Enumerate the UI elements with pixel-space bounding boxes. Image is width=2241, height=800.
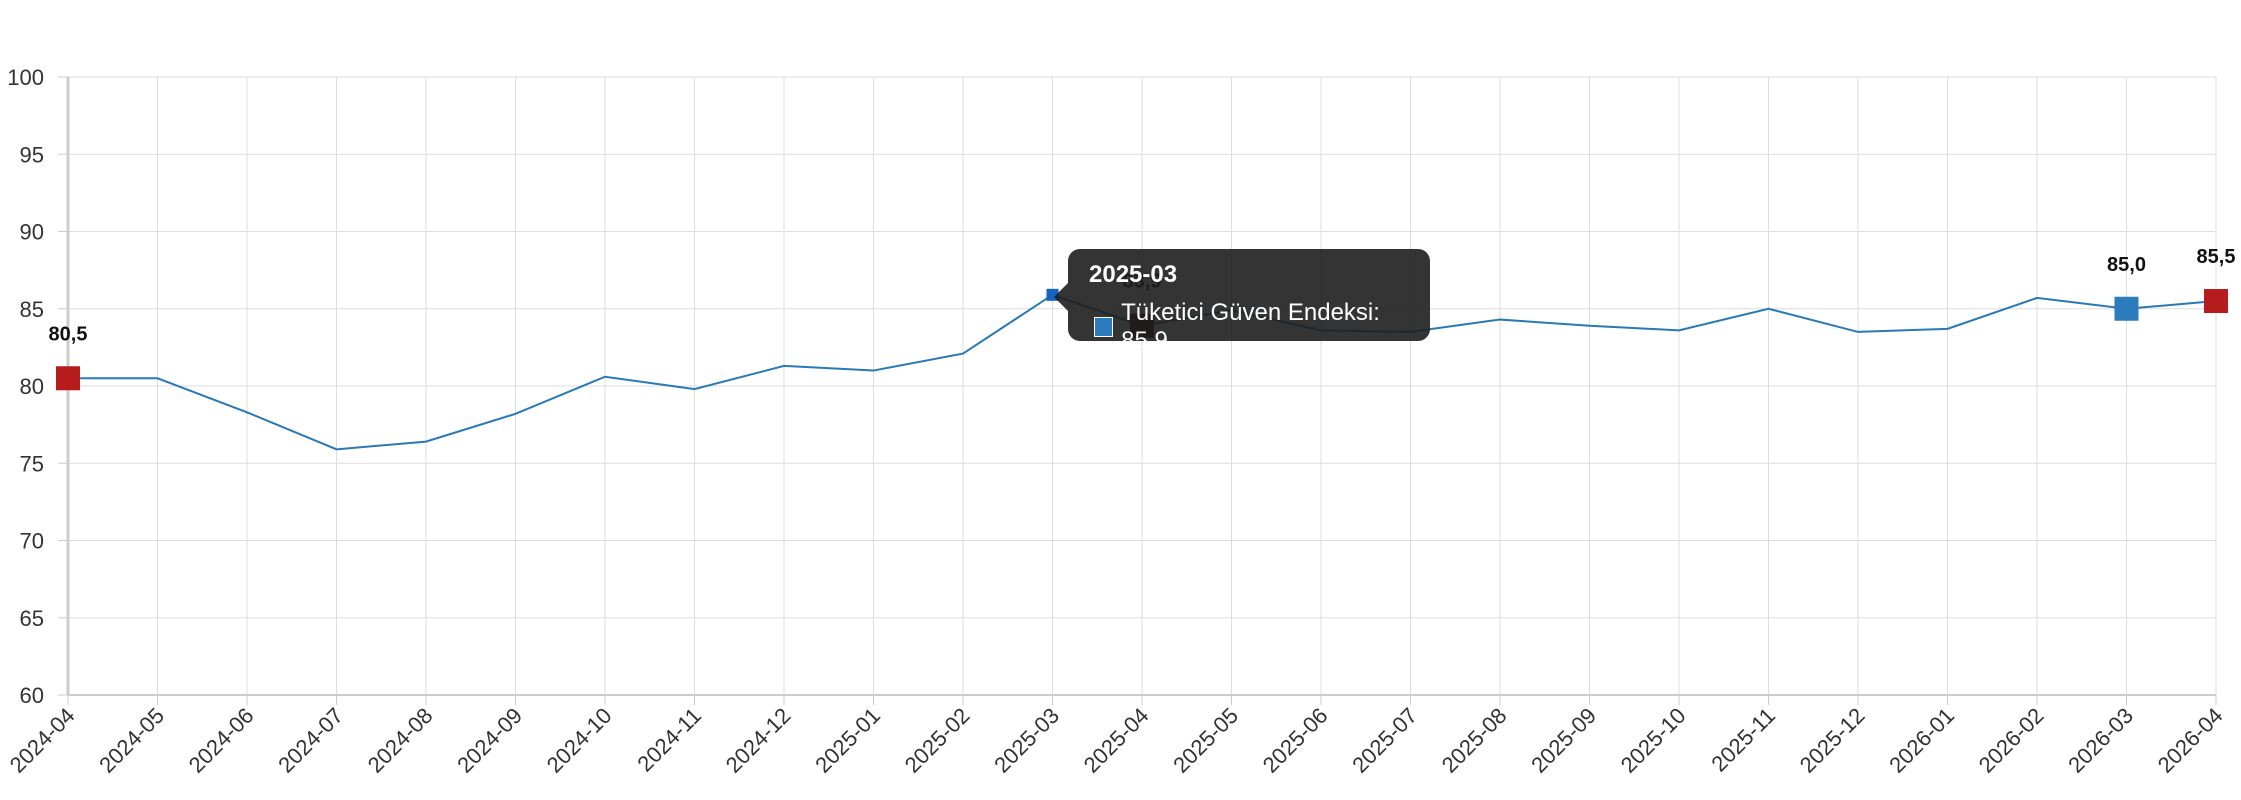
x-tick-label: 2025-10 — [1616, 703, 1691, 778]
x-tick-label: 2024-11 — [632, 703, 706, 777]
axes: 60 65 70 75 80 85 90 95 100 2024-04 2024-05 2024-06… — [5, 65, 2228, 778]
tooltip-text: Tüketici Güven Endeksi: 85.9 — [1121, 299, 1380, 354]
data-label: 85,0 — [2107, 254, 2146, 276]
x-tick-label: 2024-12 — [721, 703, 796, 778]
tooltip-series-swatch — [1094, 317, 1114, 337]
tooltip-caret — [1054, 283, 1068, 311]
x-tick-label: 2025-04 — [1079, 703, 1154, 778]
x-tick-label: 2025-11 — [1706, 703, 1780, 777]
y-tick-label: 85 — [20, 297, 44, 322]
x-tick-label: 2025-09 — [1526, 703, 1601, 778]
y-tick-label: 80 — [20, 374, 44, 399]
x-tick-label: 2025-05 — [1168, 703, 1243, 778]
x-tick-label: 2025-07 — [1347, 703, 1422, 778]
y-tick-label: 75 — [20, 451, 44, 476]
x-tick-label: 2025-08 — [1437, 703, 1512, 778]
highlight-point[interactable] — [56, 366, 80, 391]
y-tick-label: 95 — [20, 142, 44, 167]
x-tick-label: 2026-03 — [2063, 703, 2138, 778]
highlight-point[interactable] — [2114, 296, 2139, 321]
x-tick-label: 2024-07 — [273, 703, 348, 778]
x-tick-label: 2024-04 — [5, 703, 80, 778]
y-tick-label: 90 — [20, 220, 44, 245]
data-label: 85,5 — [2197, 246, 2236, 268]
y-tick-label: 70 — [20, 529, 44, 554]
x-tick-label: 2026-04 — [2153, 703, 2228, 778]
data-label: 80,5 — [49, 323, 88, 345]
x-tick-label: 2024-10 — [542, 703, 617, 778]
x-tick-label: 2025-06 — [1258, 703, 1333, 778]
y-tick-label: 100 — [7, 65, 44, 90]
x-tick-label: 2025-03 — [989, 703, 1064, 778]
highlight-point[interactable] — [2204, 289, 2228, 314]
x-tick-label: 2025-12 — [1795, 703, 1870, 778]
x-tick-label: 2025-02 — [900, 703, 975, 778]
tooltip: 2025-03 Tüketici Güven Endeksi: 85.9 — [1054, 249, 1430, 354]
tooltip-row: Tüketici Güven Endeksi: 85.9 — [1094, 299, 1418, 355]
x-tick-label: 2026-02 — [1974, 703, 2049, 778]
x-tick-label: 2025-01 — [810, 703, 885, 778]
grid — [67, 76, 2217, 696]
x-tick-label: 2024-09 — [452, 703, 527, 778]
y-tick-label: 65 — [20, 606, 44, 631]
x-tick-label: 2026-01 — [1884, 703, 1959, 778]
x-tick-label: 2024-06 — [184, 703, 259, 778]
x-tick-label: 2024-08 — [363, 703, 438, 778]
y-tick-label: 60 — [20, 683, 44, 708]
x-tick-label: 2024-05 — [94, 703, 169, 778]
tooltip-title: 2025-03 — [1089, 261, 1178, 288]
